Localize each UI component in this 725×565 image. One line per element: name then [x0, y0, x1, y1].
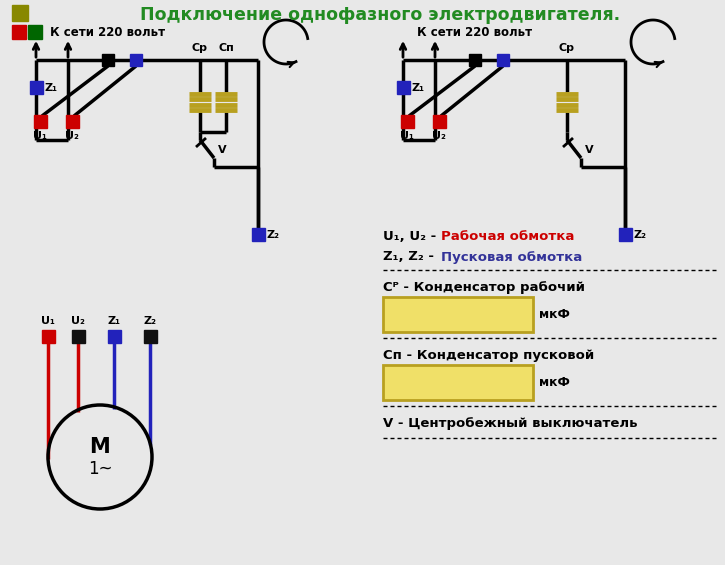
- Text: M: M: [90, 437, 110, 457]
- Text: U₁: U₁: [41, 316, 55, 326]
- Bar: [108, 330, 121, 343]
- Text: U₂: U₂: [432, 131, 446, 141]
- Text: Cр: Cр: [559, 43, 575, 53]
- Bar: [433, 115, 446, 128]
- Text: V: V: [585, 145, 594, 155]
- Bar: [401, 115, 414, 128]
- Bar: [30, 81, 43, 94]
- Bar: [130, 54, 142, 66]
- Bar: [72, 330, 85, 343]
- Text: U₂: U₂: [71, 316, 85, 326]
- Bar: [12, 5, 28, 21]
- Text: мкФ: мкФ: [539, 308, 570, 321]
- Text: Подключение однофазного электродвигателя.: Подключение однофазного электродвигателя…: [140, 6, 620, 24]
- Bar: [383, 365, 533, 400]
- Text: Cп: Cп: [218, 43, 234, 53]
- Text: Z₂: Z₂: [144, 316, 157, 326]
- Text: U₁, U₂ -: U₁, U₂ -: [383, 231, 441, 244]
- Bar: [619, 228, 632, 241]
- Bar: [397, 81, 410, 94]
- Text: Cр: Cр: [192, 43, 208, 53]
- Text: К сети 220 вольт: К сети 220 вольт: [50, 25, 165, 38]
- Text: Z₂: Z₂: [267, 230, 280, 240]
- Text: мкФ: мкФ: [539, 376, 570, 389]
- Text: U₂: U₂: [65, 131, 79, 141]
- Text: Рабочая обмотка: Рабочая обмотка: [441, 231, 574, 244]
- Bar: [144, 330, 157, 343]
- Bar: [12, 25, 26, 39]
- Text: Cп - Конденсатор пусковой: Cп - Конденсатор пусковой: [383, 349, 594, 362]
- Text: К сети 220 вольт: К сети 220 вольт: [417, 25, 532, 38]
- Bar: [34, 115, 47, 128]
- Bar: [102, 54, 114, 66]
- Bar: [383, 297, 533, 332]
- Bar: [28, 25, 42, 39]
- Text: Z₁: Z₁: [107, 316, 120, 326]
- Text: U₁: U₁: [400, 131, 414, 141]
- Text: V: V: [218, 145, 227, 155]
- Bar: [66, 115, 79, 128]
- Text: Z₁: Z₁: [45, 83, 58, 93]
- Text: Z₁, Z₂ -: Z₁, Z₂ -: [383, 250, 439, 263]
- Bar: [42, 330, 55, 343]
- Text: U₁: U₁: [33, 131, 47, 141]
- Text: 1~: 1~: [88, 460, 112, 478]
- Text: V - Центробежный выключатель: V - Центробежный выключатель: [383, 416, 637, 429]
- Text: Z₂: Z₂: [634, 230, 647, 240]
- Text: Cᴾ - Конденсатор рабочий: Cᴾ - Конденсатор рабочий: [383, 280, 585, 293]
- Text: Z₁: Z₁: [412, 83, 425, 93]
- Text: Пусковая обмотка: Пусковая обмотка: [441, 250, 582, 263]
- Bar: [469, 54, 481, 66]
- Bar: [252, 228, 265, 241]
- Bar: [497, 54, 509, 66]
